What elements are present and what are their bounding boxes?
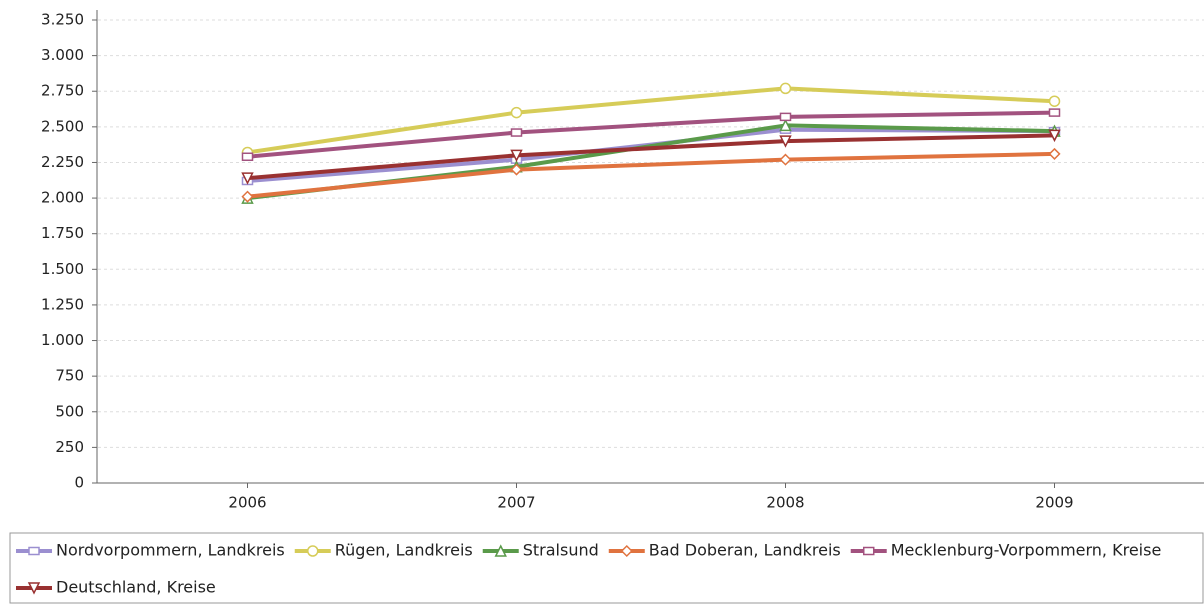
marker	[510, 163, 523, 176]
marker	[510, 149, 523, 163]
y-tick-label: 1.750	[41, 224, 84, 242]
marker	[1048, 95, 1061, 107]
y-tick-label: 1.500	[41, 260, 84, 278]
marker	[779, 135, 792, 148]
marker	[779, 153, 792, 166]
legend-label: Bad Doberan, Landkreis	[649, 541, 841, 560]
y-tick-label: 750	[55, 367, 84, 385]
legend-item: Mecklenburg-Vorpommern, Kreise	[850, 541, 1162, 560]
marker	[779, 82, 792, 95]
x-tick-label: 2007	[497, 494, 535, 512]
y-tick-label: 250	[55, 438, 84, 456]
marker	[241, 190, 254, 203]
x-tick-label: 2009	[1035, 494, 1073, 512]
marker	[27, 582, 41, 595]
marker	[494, 544, 507, 557]
series-line	[247, 86, 1055, 155]
legend-item: Bad Doberan, Landkreis	[608, 541, 841, 560]
marker	[779, 112, 792, 122]
legend-box	[9, 532, 1204, 604]
y-tick-label: 2.000	[41, 189, 84, 207]
legend-item: Stralsund	[482, 541, 599, 560]
legend-label: Rügen, Landkreis	[335, 541, 473, 560]
series-line	[247, 151, 1055, 199]
y-tick-label: 0	[74, 474, 84, 492]
series-line	[247, 133, 1055, 181]
marker	[1048, 108, 1061, 117]
marker	[241, 172, 254, 185]
marker	[620, 544, 633, 558]
legend-label: Stralsund	[523, 541, 599, 560]
marker	[1048, 147, 1061, 160]
marker	[307, 545, 319, 557]
series-line	[247, 110, 1055, 159]
y-tick-label: 2.250	[41, 153, 84, 171]
y-tick-label: 1.000	[41, 331, 84, 349]
legend-item: Rügen, Landkreis	[294, 541, 473, 560]
y-tick-label: 2.750	[41, 82, 84, 100]
y-tick-label: 3.250	[41, 11, 84, 29]
marker	[510, 106, 523, 119]
marker	[510, 128, 523, 137]
y-tick-label: 3.000	[41, 46, 84, 64]
marker	[28, 546, 40, 556]
marker	[241, 152, 254, 162]
legend-item: Deutschland, Kreise	[16, 578, 216, 597]
marker	[862, 546, 875, 556]
x-tick-label: 2008	[766, 494, 804, 512]
y-tick-label: 2.500	[41, 117, 84, 135]
y-tick-label: 1.250	[41, 295, 84, 313]
marker	[779, 118, 792, 132]
y-tick-label: 500	[55, 402, 84, 420]
marker	[1048, 129, 1061, 143]
legend-item: Nordvorpommern, Landkreis	[16, 541, 285, 560]
legend-label: Mecklenburg-Vorpommern, Kreise	[891, 541, 1162, 560]
x-tick-label: 2006	[228, 494, 266, 512]
legend-label: Deutschland, Kreise	[56, 578, 216, 597]
legend-label: Nordvorpommern, Landkreis	[56, 541, 285, 560]
